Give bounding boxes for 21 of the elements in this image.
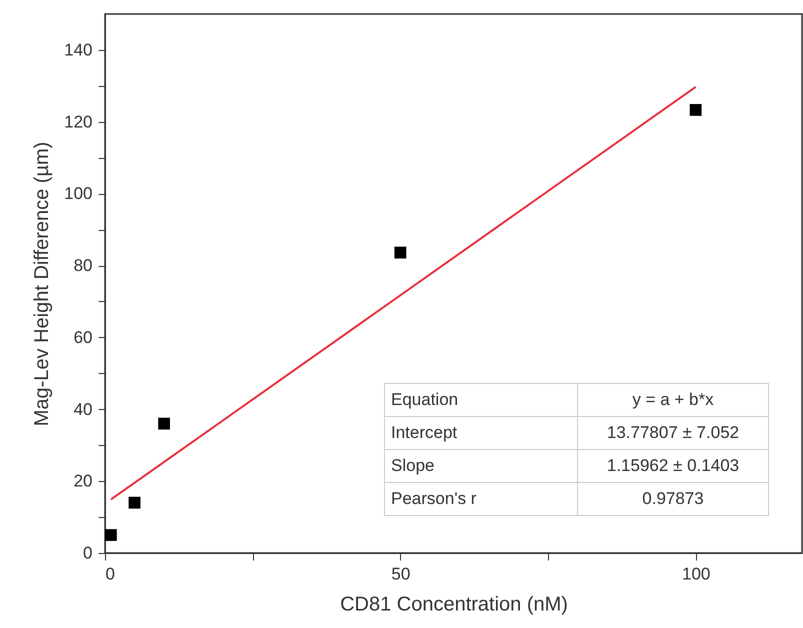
y-tick-label: 120 bbox=[64, 112, 92, 132]
x-tick-label: 0 bbox=[106, 564, 115, 584]
annotation: Slope bbox=[384, 450, 578, 482]
x-tick-label: 100 bbox=[682, 564, 710, 584]
y-tick-label: 40 bbox=[74, 400, 92, 419]
y-tick-label: 0 bbox=[83, 544, 92, 562]
annotation: Pearson's r bbox=[384, 482, 578, 516]
annotation: 13.77807 ± 7.052 bbox=[578, 416, 768, 450]
y-axis-title: Mag-Lev Height Difference (µm) bbox=[31, 142, 54, 426]
y-tick-label: 60 bbox=[74, 328, 92, 347]
annotation: 1.15962 ± 0.1403 bbox=[578, 450, 768, 482]
annotation: Intercept bbox=[384, 416, 578, 450]
annotation: 0.97873 bbox=[578, 482, 768, 516]
annotation: y = a + b*x bbox=[578, 384, 768, 416]
y-tick-label: 20 bbox=[74, 472, 92, 491]
y-tick-label: 80 bbox=[74, 256, 92, 276]
y-tick-label: 140 bbox=[64, 40, 92, 60]
x-axis-title: CD81 Concentration (nM) bbox=[340, 594, 568, 616]
annotation: Equation bbox=[384, 384, 578, 416]
y-tick-label: 100 bbox=[64, 184, 92, 204]
x-tick-label: 50 bbox=[391, 564, 410, 584]
